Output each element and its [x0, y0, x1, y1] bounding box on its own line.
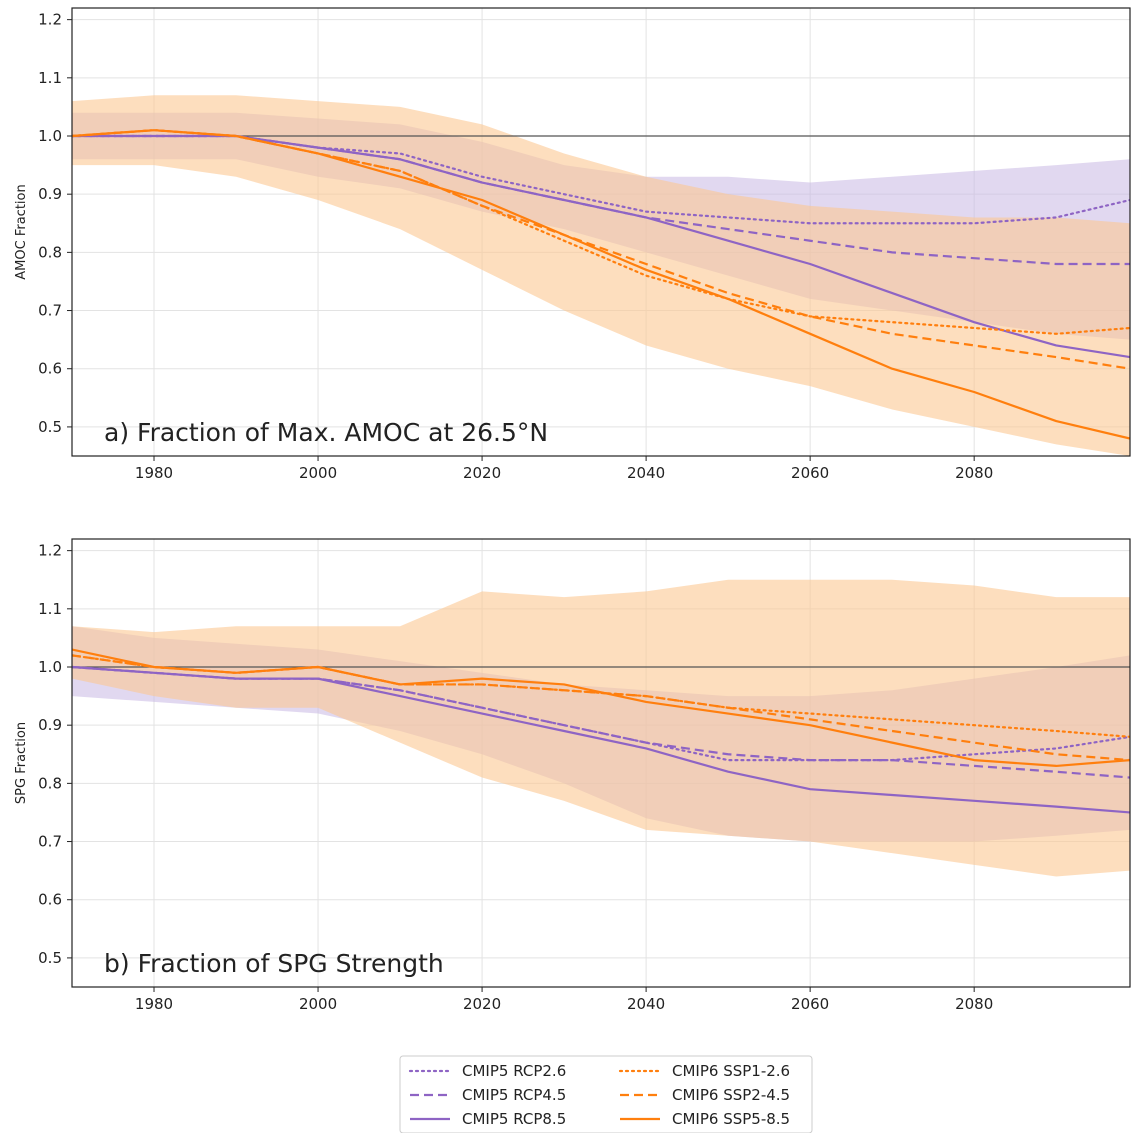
y-axis-label: AMOC Fraction — [14, 184, 29, 279]
legend-label: CMIP6 SSP5-8.5 — [672, 1110, 790, 1128]
y-tick-label: 0.9 — [38, 716, 62, 734]
y-tick-label: 0.5 — [38, 418, 62, 436]
series-line-cmip5-rcp8-5 — [72, 665, 1130, 814]
series-line-cmip5-rcp4-5 — [72, 665, 1130, 779]
x-tick-label: 2000 — [299, 995, 337, 1013]
y-tick-label: 0.7 — [38, 302, 62, 320]
y-tick-label: 0.6 — [38, 360, 62, 378]
y-tick-label: 1.0 — [38, 127, 62, 145]
legend: CMIP5 RCP2.6 CMIP5 RCP4.5 CMIP5 RCP8.5 CMIP… — [399, 1055, 813, 1133]
y-tick-label: 0.8 — [38, 243, 62, 261]
axes-frame — [71, 538, 1131, 988]
legend-label: CMIP6 SSP1-2.6 — [672, 1062, 790, 1080]
panel-label: a) Fraction of Max. AMOC at 26.5°N — [104, 418, 548, 447]
x-tick-label: 2080 — [955, 464, 993, 482]
y-axis-label: SPG Fraction — [14, 722, 29, 804]
x-tick-label: 2020 — [463, 464, 501, 482]
y-tick-label: 1.1 — [38, 69, 62, 87]
y-tick-label: 1.1 — [38, 600, 62, 618]
x-tick-label: 2080 — [955, 995, 993, 1013]
x-tick-label: 1980 — [135, 995, 173, 1013]
y-tick-label: 0.8 — [38, 774, 62, 792]
x-tick-label: 2000 — [299, 464, 337, 482]
legend-label: CMIP5 RCP8.5 — [462, 1110, 566, 1128]
panel-a: 1980 2000 2020 2040 2060 2080 0.5 0.6 0.7 0.8 0.9 1… — [14, 7, 1131, 482]
y-tick-label: 1.2 — [38, 11, 62, 29]
x-tick-label: 1980 — [135, 464, 173, 482]
x-tick-label: 2040 — [627, 464, 665, 482]
panel-b: 1980 2000 2020 2040 2060 2080 0.5 0.6 0.7 0.8 0.9 1… — [14, 538, 1131, 1013]
band-cmip6 — [72, 95, 1130, 456]
y-tick-label: 1.2 — [38, 542, 62, 560]
series-line-cmip6-ssp5-8-5 — [72, 129, 1130, 440]
series-line-cmip6-ssp2-4-5 — [72, 129, 1130, 370]
legend-box — [399, 1055, 813, 1133]
y-tick-label: 0.5 — [38, 949, 62, 967]
x-tick-label: 2060 — [791, 995, 829, 1013]
y-tick-label: 0.9 — [38, 185, 62, 203]
x-tick-label: 2020 — [463, 995, 501, 1013]
series-line-cmip5-rcp2-6 — [72, 134, 1130, 225]
legend-label: CMIP5 RCP2.6 — [462, 1062, 566, 1080]
legend-label: CMIP6 SSP2-4.5 — [672, 1086, 790, 1104]
panel-label: b) Fraction of SPG Strength — [104, 949, 444, 978]
axes-frame — [71, 7, 1131, 457]
y-tick-label: 1.0 — [38, 658, 62, 676]
legend-label: CMIP5 RCP4.5 — [462, 1086, 566, 1104]
series-line-cmip6-ssp5-8-5 — [72, 648, 1130, 768]
y-tick-label: 0.6 — [38, 891, 62, 909]
plot-area — [72, 95, 1130, 456]
band-cmip6 — [72, 579, 1130, 877]
series-line-cmip6-ssp1-2-6 — [72, 129, 1130, 335]
x-tick-label: 2060 — [791, 464, 829, 482]
plot-area — [72, 579, 1130, 877]
x-tick-label: 2040 — [627, 995, 665, 1013]
y-tick-label: 0.7 — [38, 833, 62, 851]
